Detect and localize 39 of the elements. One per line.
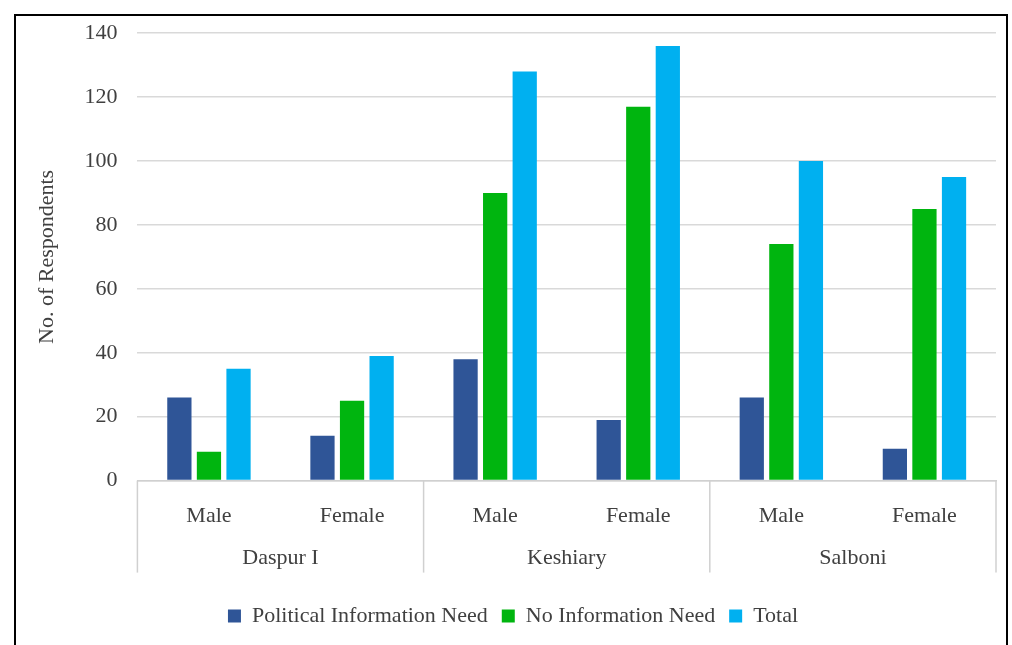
bar <box>739 397 764 480</box>
y-tick-label: 60 <box>95 274 118 300</box>
text: Keshiary <box>526 544 607 570</box>
bar <box>512 71 537 480</box>
bar <box>655 45 680 480</box>
bar <box>369 355 394 480</box>
y-tick-label: 40 <box>95 338 118 364</box>
y-tick-label: 20 <box>95 402 118 428</box>
bar <box>483 192 508 480</box>
bar <box>596 419 621 480</box>
x-tick-label: Female <box>892 501 957 527</box>
y-tick-label: 120 <box>84 82 118 108</box>
x-tick-label: Male <box>472 501 518 527</box>
bar <box>196 451 222 480</box>
bar <box>626 106 651 480</box>
bar <box>226 368 251 480</box>
y-tick-label: 100 <box>84 146 118 172</box>
x-tick-label: Female <box>319 501 385 527</box>
bar <box>912 208 937 480</box>
bar <box>310 435 335 480</box>
x-tick-label: Male <box>758 501 804 527</box>
bar <box>339 400 365 480</box>
text: Daspur I <box>242 544 319 570</box>
y-tick-label: 80 <box>95 210 118 236</box>
legend-label: No Information Need <box>525 601 716 627</box>
bar <box>453 359 478 480</box>
x-tick-label: Male <box>186 501 232 527</box>
x-tick-label: Female <box>605 501 671 527</box>
legend-label: Political Information Need <box>251 601 488 627</box>
text: Salboni <box>819 544 887 570</box>
bar <box>941 177 967 480</box>
bar <box>167 397 192 480</box>
y-tick-label: 0 <box>106 466 118 492</box>
bar <box>769 244 794 480</box>
bar <box>798 161 824 480</box>
bar <box>882 448 907 480</box>
y-axis-title: No. of Respondents <box>32 169 58 344</box>
legend-label: Total <box>753 601 799 627</box>
y-tick-label: 140 <box>84 18 118 44</box>
